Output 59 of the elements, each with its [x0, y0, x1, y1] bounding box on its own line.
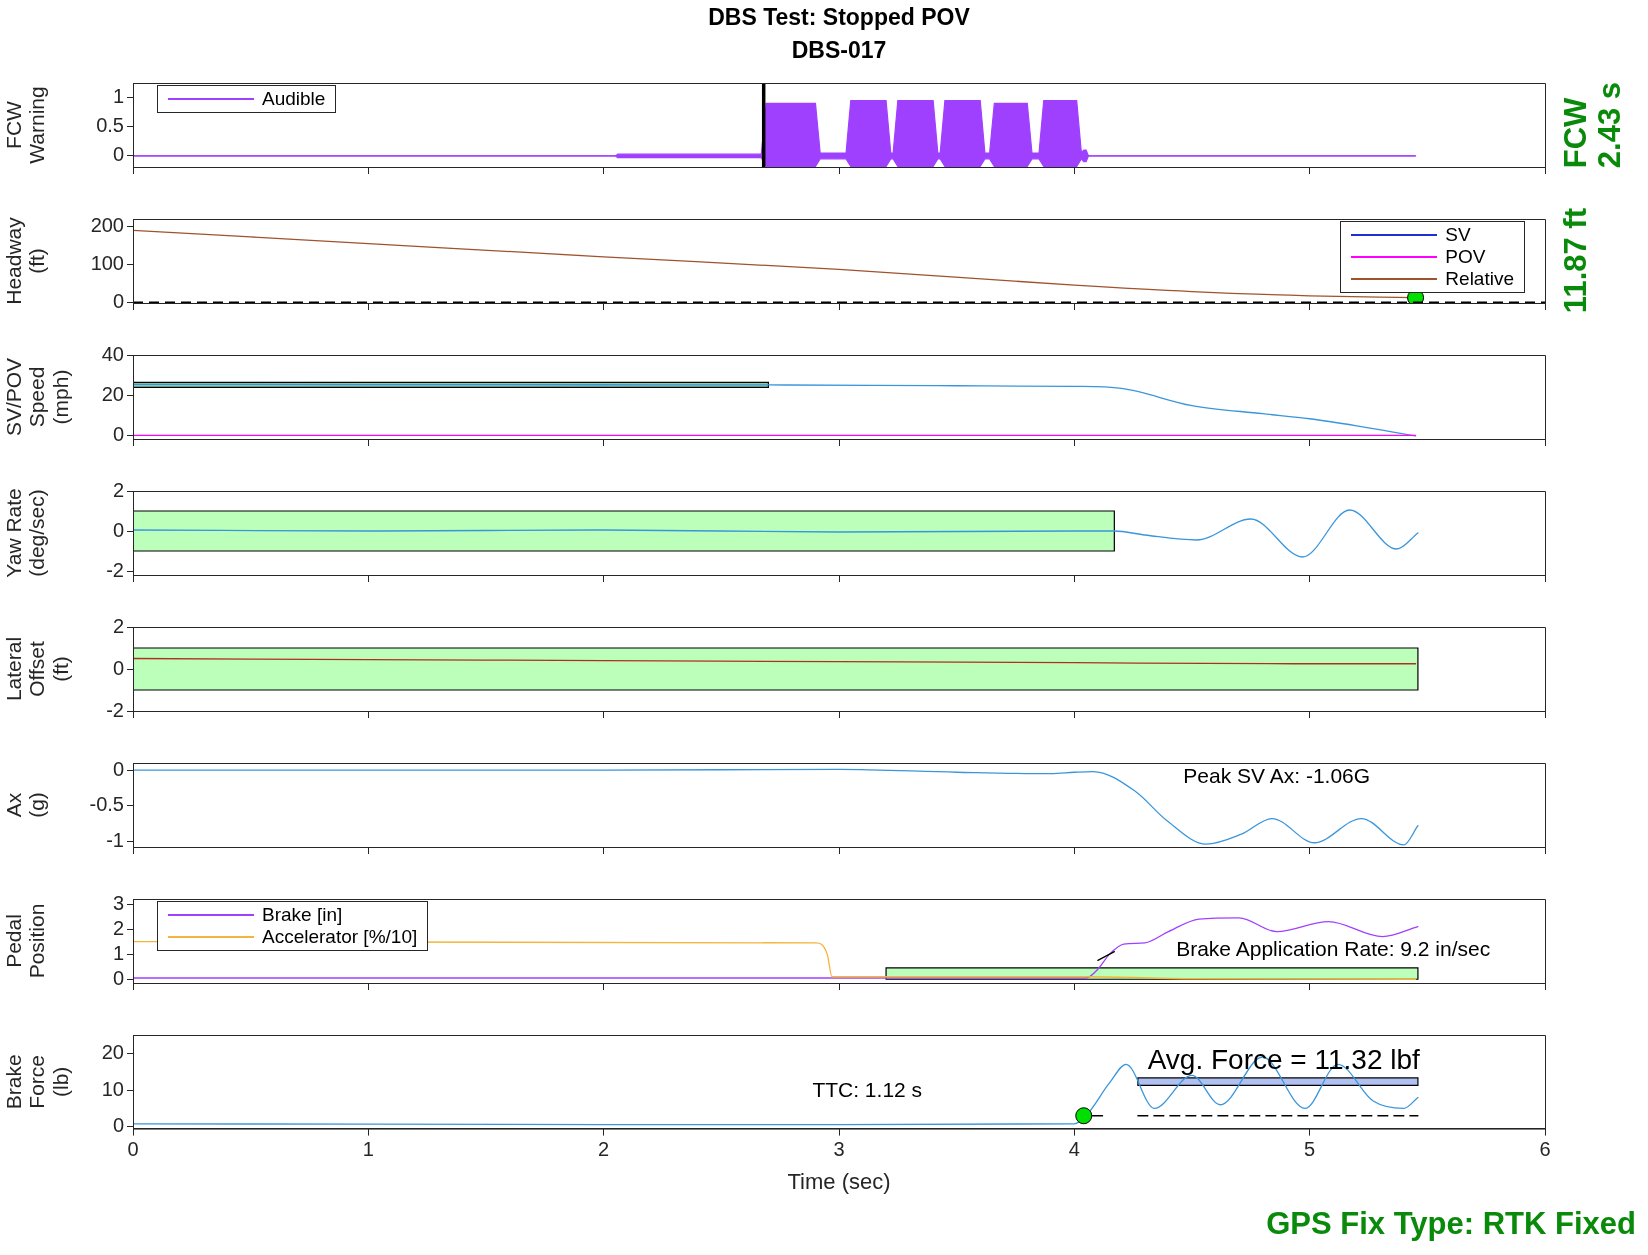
- legend-label: Accelerator [%/10]: [262, 926, 418, 948]
- x-tick-label: 3: [833, 1138, 845, 1161]
- x-tick-label: 4: [1068, 1138, 1080, 1161]
- y-tick-label: 0: [112, 289, 124, 312]
- legend-label: SV: [1445, 224, 1471, 246]
- legend-label: Brake [in]: [262, 904, 343, 926]
- annotation: Avg. Force = 11.32 lbf: [1147, 1044, 1420, 1077]
- legend-label: Relative: [1445, 268, 1514, 290]
- x-tick-label: 1: [362, 1138, 374, 1161]
- y-axis-title: Yaw Rate (deg/sec): [2, 488, 49, 578]
- y-axis-title: FCW Warning: [2, 86, 49, 164]
- y-tick-label: 100: [90, 251, 124, 274]
- y-tick-label: 0: [112, 757, 124, 780]
- text: 11.87 ft: [1558, 208, 1593, 314]
- y-axis-title: Ax (g): [2, 792, 49, 818]
- y-tick-label: 2: [112, 916, 124, 939]
- y-tick-label: 200: [90, 214, 124, 237]
- x-tick-label: 2: [598, 1138, 610, 1161]
- y-tick-label: 0: [112, 518, 124, 541]
- y-tick-label: 0: [112, 656, 124, 679]
- text: GPS Fix Type: RTK Fixed: [1266, 1206, 1636, 1242]
- y-tick-label: -2: [106, 558, 124, 581]
- y-tick-label: 0.5: [96, 114, 124, 137]
- text: FCW 2.43 s: [1558, 81, 1627, 169]
- line-series: [133, 509, 1419, 558]
- y-tick-label: 2: [112, 478, 124, 501]
- y-tick-label: 0: [112, 966, 124, 989]
- y-axis-title: Pedal Position: [2, 903, 49, 979]
- y-tick-label: 0: [112, 423, 124, 446]
- x-axis-title: Time (sec): [787, 1168, 891, 1194]
- y-tick-label: 20: [101, 383, 124, 405]
- y-tick-label: -0.5: [89, 793, 124, 816]
- legend-label: POV: [1445, 246, 1486, 268]
- annotation: Brake Application Rate: 9.2 in/sec: [1176, 937, 1491, 962]
- y-axis-title: SV/POV Speed (mph): [2, 357, 72, 437]
- x-tick-label: 0: [127, 1138, 139, 1161]
- annotation: Peak SV Ax: -1.06G: [1183, 764, 1371, 789]
- chart-title: DBS Test: Stopped POV: [707, 4, 971, 31]
- y-tick-label: 1: [112, 941, 124, 964]
- y-axis-title: Headway (ft): [2, 216, 49, 305]
- y-tick-label: -1: [106, 828, 124, 851]
- line-series: [133, 383, 1417, 437]
- y-tick-label: 2: [112, 614, 124, 637]
- annotation: TTC: 1.12 s: [812, 1078, 923, 1103]
- line-series: [133, 768, 1419, 846]
- y-tick-label: 3: [112, 891, 124, 914]
- y-axis-title: Brake Force (lb): [2, 1054, 72, 1110]
- y-tick-label: 10: [101, 1077, 124, 1100]
- y-tick-label: -2: [106, 698, 124, 721]
- y-axis-title: Lateral Offset (ft): [2, 636, 72, 702]
- y-tick-label: 0: [112, 1114, 124, 1137]
- chart-subtitle: DBS-017: [790, 37, 888, 64]
- y-tick-label: 1: [112, 85, 124, 108]
- x-tick-label: 5: [1304, 1138, 1316, 1161]
- y-tick-label: 20: [101, 1040, 124, 1063]
- x-tick-label: 6: [1539, 1138, 1551, 1161]
- legend-label: Audible: [262, 88, 326, 110]
- y-tick-label: 40: [101, 342, 124, 365]
- y-tick-label: 0: [112, 143, 124, 166]
